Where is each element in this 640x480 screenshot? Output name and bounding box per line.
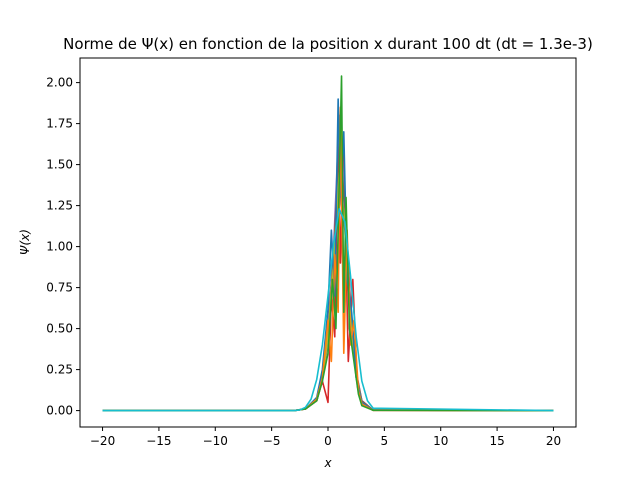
x-tick-label: 5 bbox=[381, 434, 389, 448]
x-tick-label: 15 bbox=[489, 434, 504, 448]
series-line-3 bbox=[102, 114, 554, 412]
y-tick-label: 0.25 bbox=[46, 363, 73, 377]
y-axis-label: Ψ(x) bbox=[18, 229, 32, 255]
y-tick-label: 0.50 bbox=[46, 322, 73, 336]
x-tick-label: −5 bbox=[263, 434, 281, 448]
series-line-8 bbox=[102, 75, 554, 412]
y-tick-label: 1.75 bbox=[46, 117, 73, 131]
x-tick-label: 10 bbox=[433, 434, 448, 448]
y-tick-label: 2.00 bbox=[46, 76, 73, 90]
y-axis: 0.00 0.25 0.50 0.75 1.00 1.25 1.50 1.75 2.00 bbox=[46, 76, 80, 418]
series-lines bbox=[102, 75, 554, 412]
series-line-2 bbox=[102, 122, 554, 412]
x-tick-label: −20 bbox=[90, 434, 115, 448]
y-tick-label: 0.75 bbox=[46, 281, 73, 295]
series-line-9 bbox=[102, 208, 554, 412]
plot-frame bbox=[79, 57, 577, 428]
series-line-6 bbox=[102, 98, 554, 412]
series-line-4 bbox=[102, 139, 554, 412]
x-tick-label: 0 bbox=[324, 434, 332, 448]
y-tick-label: 1.50 bbox=[46, 158, 73, 172]
y-tick-label: 1.25 bbox=[46, 199, 73, 213]
series-line-7 bbox=[102, 106, 554, 412]
x-axis: −20 −15 −10 −5 0 5 10 15 20 bbox=[90, 427, 561, 448]
chart-title: Norme de Ψ(x) en fonction de la position… bbox=[63, 35, 593, 53]
x-tick-label: −10 bbox=[203, 434, 228, 448]
x-tick-label: −15 bbox=[146, 434, 171, 448]
y-tick-label: 1.00 bbox=[46, 240, 73, 254]
y-tick-label: 0.00 bbox=[46, 404, 73, 418]
series-line-1 bbox=[102, 155, 554, 412]
x-tick-label: 20 bbox=[546, 434, 561, 448]
x-axis-label: x bbox=[323, 456, 332, 470]
